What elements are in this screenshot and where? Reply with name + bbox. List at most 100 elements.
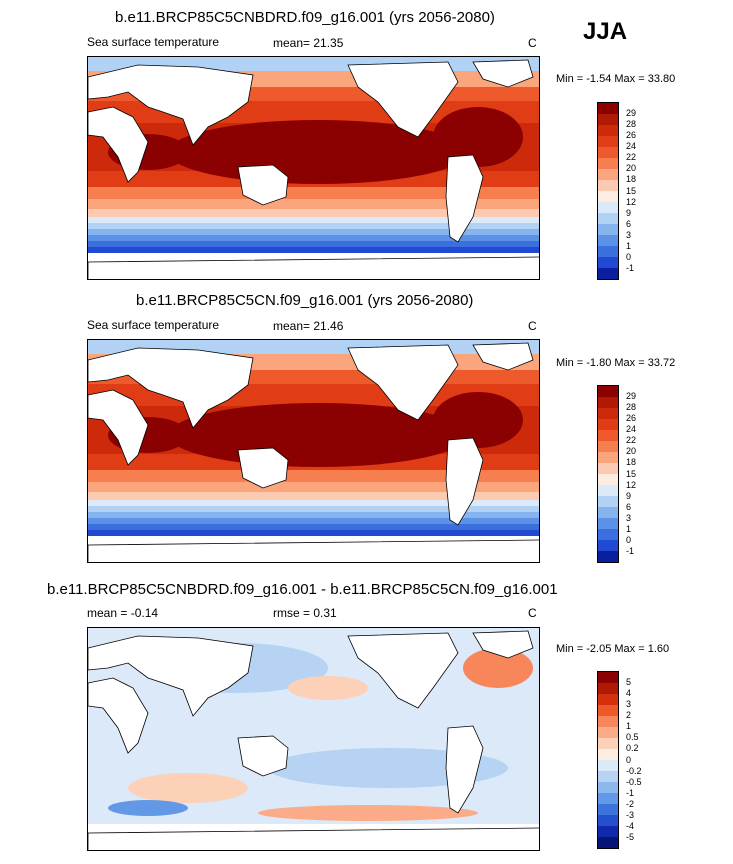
panel1-colorbar bbox=[597, 102, 619, 280]
colorbar-tick-label: 6 bbox=[626, 501, 632, 512]
colorbar-box bbox=[598, 419, 618, 430]
colorbar-box bbox=[598, 529, 618, 540]
colorbar-tick-label: 26 bbox=[626, 129, 637, 140]
panel1-mean-label: mean= 21.35 bbox=[273, 36, 344, 50]
panel1-colorbar-boxes bbox=[598, 103, 618, 279]
panel2-variable-label: Sea surface temperature bbox=[87, 318, 220, 332]
colorbar-tick-label: 24 bbox=[626, 424, 637, 434]
colorbar-tick-label: 18 bbox=[626, 174, 637, 185]
colorbar-tick-label: 6 bbox=[626, 218, 632, 229]
colorbar-box bbox=[598, 705, 618, 716]
colorbar-tick-label: 9 bbox=[626, 207, 632, 218]
colorbar-box bbox=[598, 496, 618, 507]
panel2-title: b.e11.BRCP85C5CN.f09_g16.001 (yrs 2056-2… bbox=[136, 292, 474, 309]
colorbar-tick-label: 5 bbox=[626, 676, 632, 687]
colorbar-box bbox=[598, 672, 618, 683]
colorbar-tick-label: 29 bbox=[626, 390, 637, 401]
colorbar-tick-label: 18 bbox=[626, 457, 637, 468]
season-label: JJA bbox=[583, 18, 628, 45]
colorbar-box bbox=[598, 749, 618, 760]
panel1-minmax: Min = -1.54 Max = 33.80 bbox=[556, 73, 676, 85]
colorbar-tick-label: 0.2 bbox=[626, 743, 639, 754]
colorbar-tick-label: -1 bbox=[626, 546, 635, 557]
colorbar-tick-label: 3 bbox=[626, 513, 632, 523]
colorbar-box bbox=[598, 103, 618, 114]
colorbar-tick-label: 3 bbox=[626, 230, 632, 240]
colorbar-tick-label: 0.5 bbox=[626, 732, 639, 743]
panel3-title: b.e11.BRCP85C5CNBDRD.f09_g16.001 - b.e11… bbox=[47, 581, 558, 598]
colorbar-tick-label: -5 bbox=[626, 832, 635, 843]
colorbar-tick-label: -3 bbox=[626, 810, 635, 821]
colorbar-tick-label: 3 bbox=[626, 698, 632, 709]
colorbar-tick-label: 12 bbox=[626, 196, 637, 207]
colorbar-tick-label: -0.2 bbox=[626, 765, 642, 776]
colorbar-box bbox=[598, 826, 618, 837]
colorbar-tick-label: -0.5 bbox=[626, 776, 642, 787]
colorbar-box bbox=[598, 540, 618, 551]
colorbar-tick-label: 15 bbox=[626, 185, 637, 196]
colorbar-box bbox=[598, 125, 618, 136]
colorbar-box bbox=[598, 716, 618, 727]
colorbar-box bbox=[598, 235, 618, 246]
colorbar-tick-label: 29 bbox=[626, 107, 637, 118]
panel2-colorbar bbox=[597, 385, 619, 563]
colorbar-tick-label: -1 bbox=[626, 787, 635, 798]
panel3-unit-label: C bbox=[528, 606, 537, 620]
colorbar-tick-label: 1 bbox=[626, 524, 632, 535]
panel3-colorbar bbox=[597, 671, 619, 849]
colorbar-tick-label: 20 bbox=[626, 163, 637, 174]
panel1-variable-label: Sea surface temperature bbox=[87, 35, 220, 49]
colorbar-tick-label: 0 bbox=[626, 535, 632, 546]
colorbar-box bbox=[598, 782, 618, 793]
panel2-minmax: Min = -1.80 Max = 33.72 bbox=[556, 357, 676, 369]
colorbar-box bbox=[598, 147, 618, 158]
colorbar-tick-label: 15 bbox=[626, 468, 637, 479]
colorbar-box bbox=[598, 169, 618, 180]
colorbar-box bbox=[598, 191, 618, 202]
colorbar-box bbox=[598, 452, 618, 463]
colorbar-tick-label: 28 bbox=[626, 118, 637, 129]
colorbar-box bbox=[598, 136, 618, 147]
panel3-colorbar-boxes bbox=[598, 672, 618, 848]
colorbar-box bbox=[598, 804, 618, 815]
colorbar-box bbox=[598, 408, 618, 419]
colorbar-box bbox=[598, 738, 618, 749]
colorbar-box bbox=[598, 683, 618, 694]
colorbar-tick-label: 28 bbox=[626, 401, 637, 412]
colorbar-box bbox=[598, 268, 618, 279]
colorbar-tick-label: -4 bbox=[626, 821, 635, 832]
colorbar-box bbox=[598, 760, 618, 771]
colorbar-tick-label: 4 bbox=[626, 687, 632, 698]
colorbar-box bbox=[598, 793, 618, 804]
colorbar-box bbox=[598, 441, 618, 452]
colorbar-tick-label: 24 bbox=[626, 141, 637, 151]
colorbar-tick-label: -1 bbox=[626, 263, 635, 274]
colorbar-box bbox=[598, 114, 618, 125]
colorbar-tick-label: 22 bbox=[626, 435, 637, 446]
colorbar-box bbox=[598, 837, 618, 848]
colorbar-tick-label: 1 bbox=[626, 241, 632, 252]
panel3-minmax: Min = -2.05 Max = 1.60 bbox=[556, 643, 670, 655]
panel1-unit-label: C bbox=[528, 36, 537, 50]
colorbar-tick-label: -2 bbox=[626, 799, 635, 809]
colorbar-box bbox=[598, 815, 618, 826]
colorbar-box bbox=[598, 551, 618, 562]
colorbar-box bbox=[598, 694, 618, 705]
colorbar-box bbox=[598, 213, 618, 224]
panel3-mean-label: mean = -0.14 bbox=[87, 606, 159, 620]
colorbar-tick-label: 12 bbox=[626, 479, 637, 490]
colorbar-box bbox=[598, 430, 618, 441]
panel2-map bbox=[87, 339, 540, 563]
colorbar-box bbox=[598, 771, 618, 782]
panel1-title: b.e11.BRCP85C5CNBDRD.f09_g16.001 (yrs 20… bbox=[115, 9, 495, 26]
colorbar-tick-label: 0 bbox=[626, 252, 632, 263]
colorbar-tick-label: 0 bbox=[626, 754, 632, 765]
colorbar-box bbox=[598, 246, 618, 257]
colorbar-box bbox=[598, 518, 618, 529]
colorbar-box bbox=[598, 507, 618, 518]
panel3-rmse-label: rmse = 0.31 bbox=[273, 606, 337, 620]
panel2-mean-label: mean= 21.46 bbox=[273, 319, 344, 333]
colorbar-box bbox=[598, 224, 618, 235]
panel3-map bbox=[87, 627, 540, 851]
colorbar-tick-label: 9 bbox=[626, 490, 632, 501]
